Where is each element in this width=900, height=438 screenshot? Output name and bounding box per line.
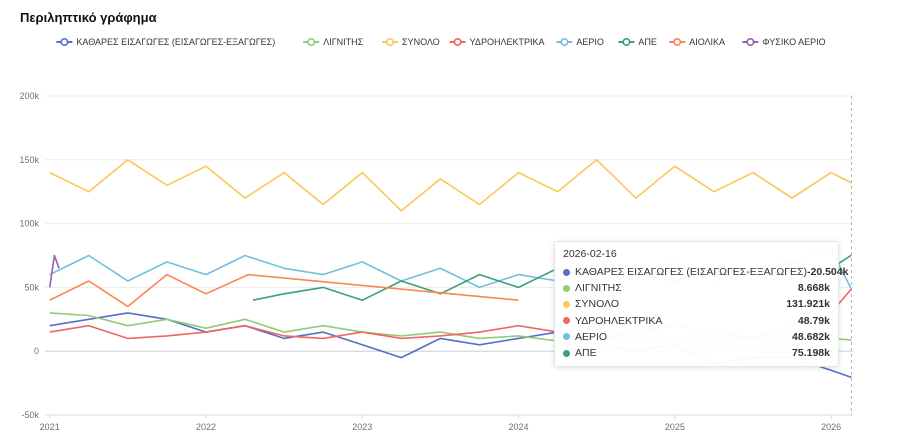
tooltip-row: ΥΔΡΟΗΛΕΚΤΡΙΚΑ 48.79k (563, 313, 830, 329)
legend-item[interactable]: ΑΙΟΛΙΚΑ (669, 37, 725, 47)
tooltip-series-value: 131.921k (786, 298, 830, 311)
legend-marker (60, 37, 69, 46)
legend-label: ΛΙΓΝΙΤΗΣ (323, 37, 363, 47)
y-tick-label: -50k (21, 410, 39, 420)
chart-legend[interactable]: ΚΑΘΑΡΕΣ ΕΙΣΑΓΩΓΕΣ (ΕΙΣΑΓΩΓΕΣ-ΕΞΑΓΩΓΕΣ) ΛΙ… (56, 37, 826, 47)
legend-item[interactable]: ΚΑΘΑΡΕΣ ΕΙΣΑΓΩΓΕΣ (ΕΙΣΑΓΩΓΕΣ-ΕΞΑΓΩΓΕΣ) (56, 37, 275, 47)
x-tick-label: 2023 (352, 422, 372, 432)
tooltip-series-dot (563, 284, 570, 292)
tooltip-series-name: ΑΕΡΙΟ (575, 330, 608, 343)
tooltip-row: ΑΠΕ 75.198k (563, 345, 830, 361)
legend-label: ΚΑΘΑΡΕΣ ΕΙΣΑΓΩΓΕΣ (ΕΙΣΑΓΩΓΕΣ-ΕΞΑΓΩΓΕΣ) (76, 37, 275, 47)
series-line[interactable] (49, 159, 852, 212)
legend-label: ΑΠΕ (638, 37, 657, 47)
y-tick-label: 200k (19, 91, 39, 101)
x-tick-label: 2021 (40, 422, 60, 432)
legend-label: ΑΕΡΙΟ (576, 37, 604, 47)
tooltip-series-name: ΣΥΝΟΛΟ (575, 298, 620, 311)
tooltip-series-name: ΛΙΓΝΙΤΗΣ (575, 282, 622, 295)
legend-item[interactable]: ΑΕΡΙΟ (556, 37, 604, 47)
tooltip-series-dot (563, 300, 570, 308)
y-tick-label: 100k (19, 219, 39, 229)
series-line[interactable] (48, 254, 60, 288)
tooltip-series-value: 75.198k (792, 347, 830, 360)
tooltip-series-name: ΚΑΘΑΡΕΣ ΕΙΣΑΓΩΓΕΣ (ΕΙΣΑΓΩΓΕΣ-ΕΞΑΓΩΓΕΣ) (575, 266, 807, 279)
x-tick-label: 2026 (821, 422, 841, 432)
legend-item[interactable]: ΣΥΝΟΛΟ (382, 37, 440, 47)
page-title: Περιληπτικό γράφημα (20, 10, 157, 25)
legend-marker (746, 37, 755, 46)
legend-marker (673, 37, 682, 46)
tooltip-series-value: 48.79k (797, 314, 830, 327)
legend-label: ΦΥΣΙΚΟ ΑΕΡΙΟ (762, 37, 825, 47)
tooltip-row: ΣΥΝΟΛΟ 131.921k (563, 296, 830, 312)
legend-item[interactable]: ΦΥΣΙΚΟ ΑΕΡΙΟ (742, 37, 826, 47)
legend-marker (560, 37, 569, 46)
chart-axes: -50k 0 50k 100k 150k 200k 2021 2022 2023 2024 2025… (19, 91, 853, 432)
tooltip-series-dot (563, 349, 570, 357)
x-tick-label: 2022 (196, 422, 216, 432)
tooltip-series-value: 8.668k (797, 282, 830, 295)
tooltip-series-dot (563, 317, 570, 325)
x-tick-label: 2025 (665, 422, 685, 432)
legend-marker (622, 37, 631, 46)
y-tick-label: 150k (19, 155, 39, 165)
tooltip-series-name: ΥΔΡΟΗΛΕΚΤΡΙΚΑ (575, 314, 663, 327)
y-tick-label: 0 (34, 346, 39, 356)
tooltip-series-dot (563, 333, 570, 341)
legend-item[interactable]: ΛΙΓΝΙΤΗΣ (303, 37, 364, 47)
tooltip-series-value: 48.682k (792, 330, 830, 343)
legend-marker (307, 37, 316, 46)
y-tick-label: 50k (24, 282, 39, 292)
series-line[interactable] (49, 273, 519, 308)
tooltip-row: ΚΑΘΑΡΕΣ ΕΙΣΑΓΩΓΕΣ (ΕΙΣΑΓΩΓΕΣ-ΕΞΑΓΩΓΕΣ) -2… (563, 264, 848, 280)
tooltip-row: ΑΕΡΙΟ 48.682k (563, 329, 830, 345)
legend-item[interactable]: ΥΔΡΟΗΛΕΚΤΡΙΚΑ (449, 37, 545, 47)
chart-tooltip: 2026-02-16 ΚΑΘΑΡΕΣ ΕΙΣΑΓΩΓΕΣ (ΕΙΣΑΓΩΓΕΣ-… (554, 241, 848, 367)
tooltip-series-dot (563, 268, 570, 276)
tooltip-series-value: -20.504k (806, 266, 849, 279)
tooltip-date: 2026-02-16 (563, 248, 617, 260)
tooltip-series-name: ΑΠΕ (575, 347, 597, 360)
legend-item[interactable]: ΑΠΕ (618, 37, 657, 47)
legend-marker (453, 37, 462, 46)
tooltip-row: ΛΙΓΝΙΤΗΣ 8.668k (563, 280, 830, 296)
legend-label: ΑΙΟΛΙΚΑ (689, 37, 725, 47)
legend-label: ΣΥΝΟΛΟ (402, 37, 440, 47)
legend-marker (385, 37, 394, 46)
x-tick-label: 2024 (509, 422, 529, 432)
legend-label: ΥΔΡΟΗΛΕΚΤΡΙΚΑ (470, 37, 545, 47)
